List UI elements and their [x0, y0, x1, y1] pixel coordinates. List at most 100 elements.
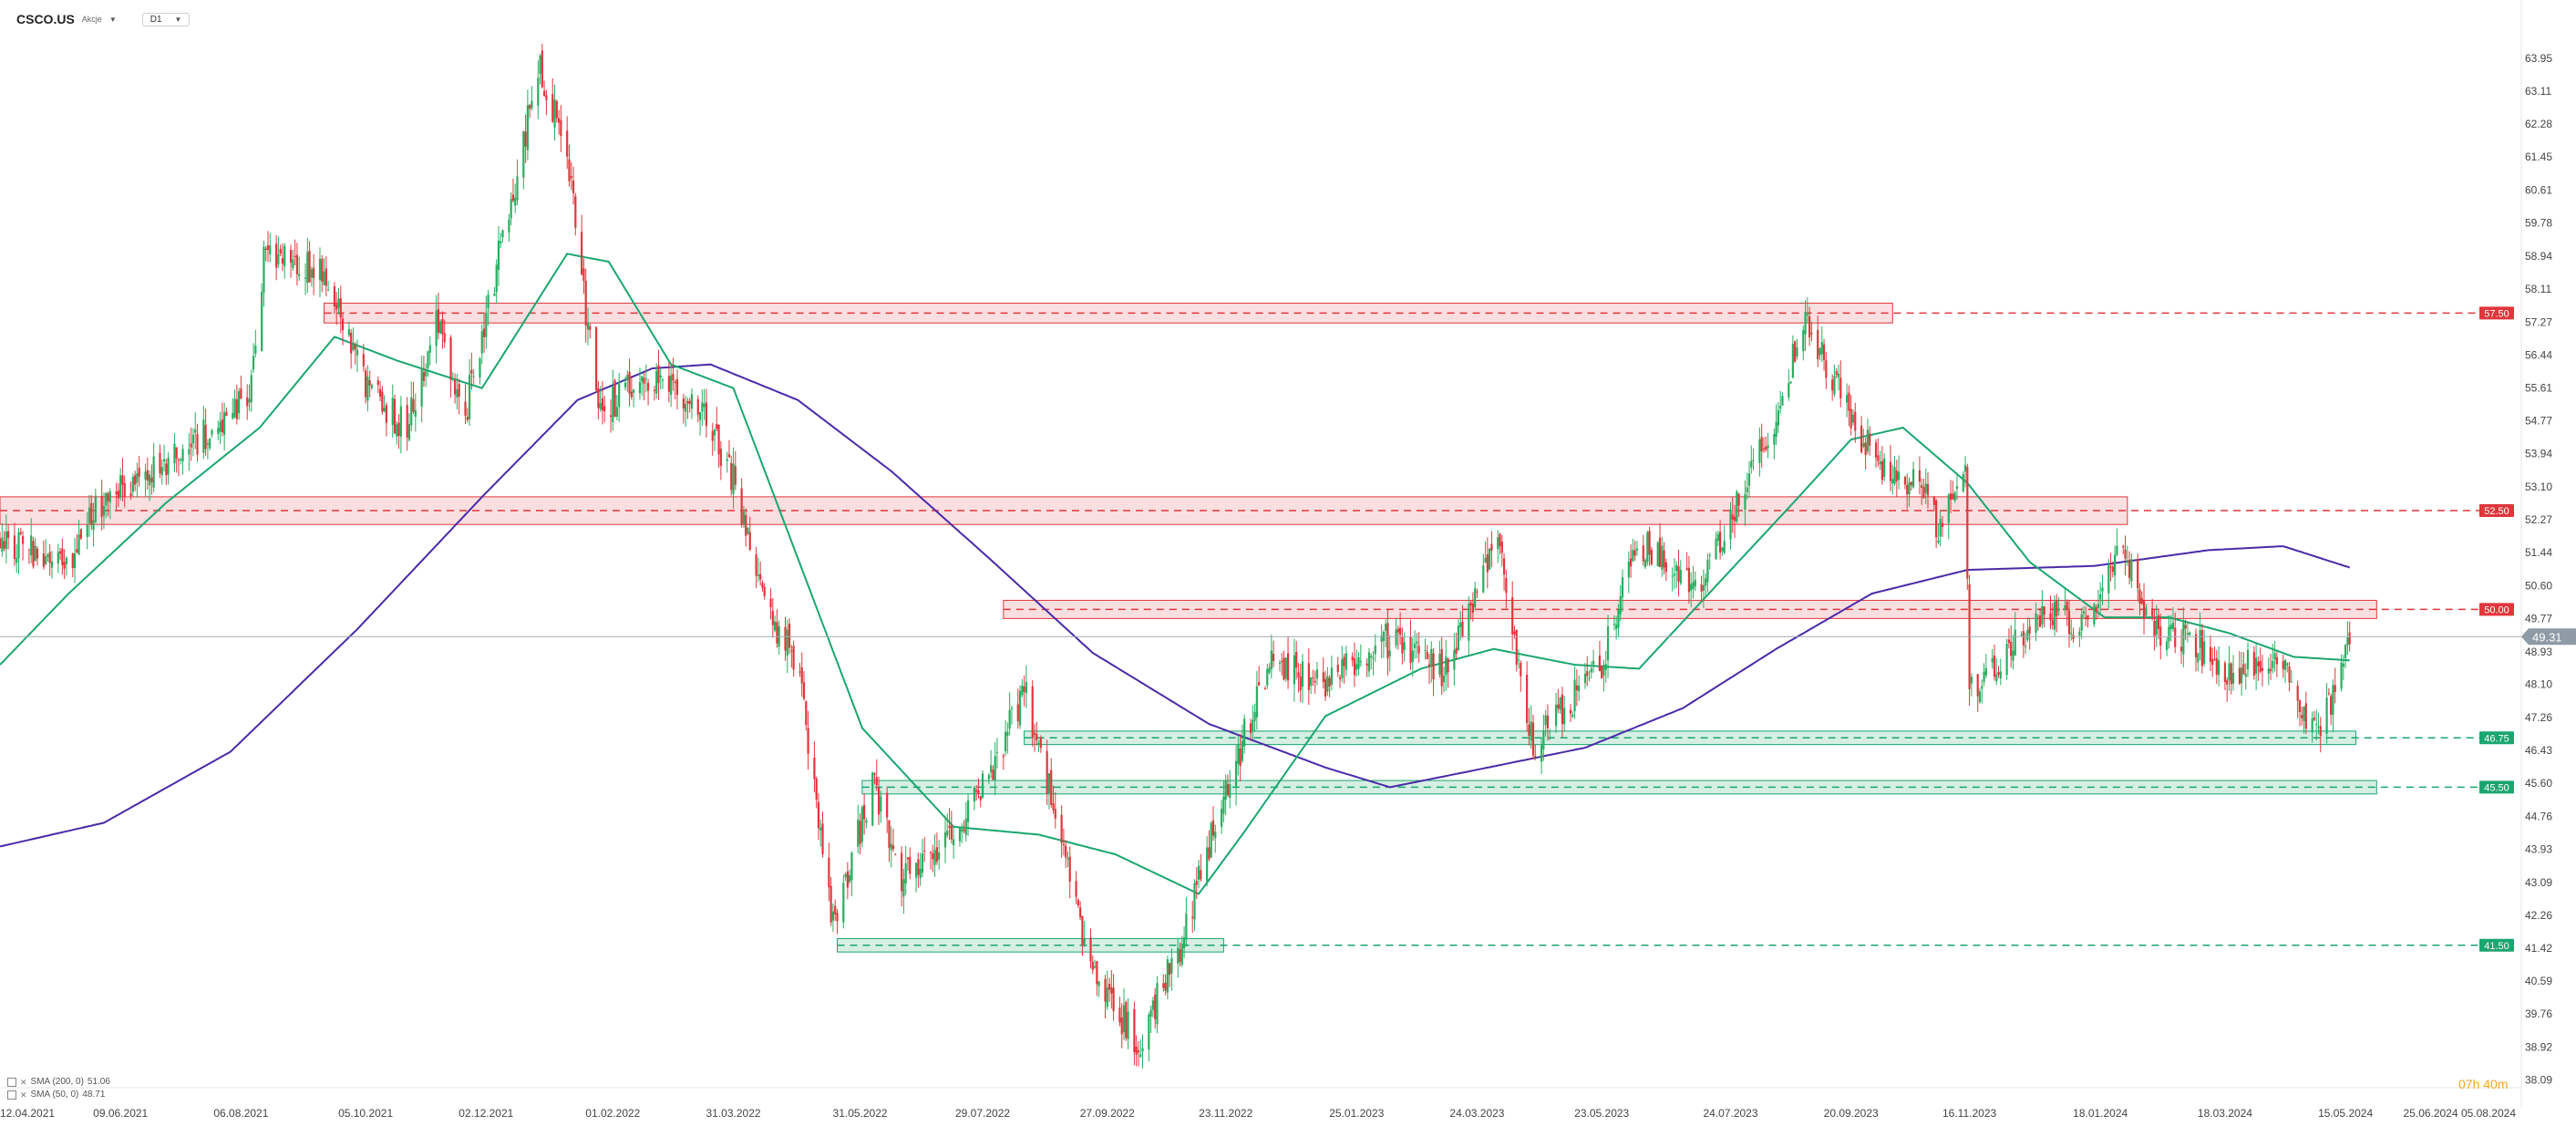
candle	[1837, 364, 1840, 391]
candle	[2166, 637, 2169, 656]
candle	[595, 326, 598, 393]
y-tick-label: 45.60	[2525, 777, 2552, 790]
time-axis[interactable]: 12.04.2021 09.06.2021 06.08.2021 05.10.2021…	[0, 1087, 2521, 1120]
candle	[690, 388, 694, 419]
candle	[1968, 574, 1971, 706]
visibility-checkbox-icon[interactable]	[7, 1078, 16, 1087]
candle	[1705, 573, 1707, 598]
candle	[674, 379, 676, 399]
candle	[646, 378, 650, 406]
candle	[30, 518, 33, 563]
candle	[1949, 480, 1953, 513]
candle	[1324, 671, 1327, 701]
candle	[152, 442, 155, 492]
svg-text:49.31: 49.31	[2532, 630, 2562, 644]
candle	[2014, 612, 2016, 656]
symbol-label[interactable]: CSCO.US	[16, 12, 75, 26]
candle	[1241, 724, 1244, 764]
candle	[859, 813, 861, 855]
remove-indicator-icon[interactable]: ✕	[20, 1090, 27, 1100]
candle	[865, 818, 868, 829]
candle	[1365, 658, 1368, 677]
candle	[15, 543, 18, 573]
candle	[2242, 652, 2245, 675]
candle	[1314, 670, 1316, 694]
candle	[1312, 669, 1314, 687]
candle	[107, 491, 109, 517]
y-tick-label: 38.09	[2525, 1074, 2552, 1087]
candle	[177, 458, 180, 477]
candle	[2169, 615, 2172, 642]
candle	[240, 375, 242, 399]
candle	[2269, 654, 2272, 680]
candle	[2116, 528, 2118, 557]
timeframe-select[interactable]: D1 ▼	[141, 12, 191, 26]
candle	[1025, 666, 1027, 708]
candle	[1266, 663, 1269, 689]
candle	[1179, 942, 1181, 967]
candle	[842, 874, 845, 929]
price-axis[interactable]: 63.95 63.11 62.28 61.45 60.61 59.78 58.94 58.11…	[2479, 0, 2576, 1108]
candle	[352, 327, 355, 352]
candle	[1471, 592, 1474, 622]
candle	[1692, 565, 1695, 599]
candle	[581, 214, 583, 276]
candle	[508, 213, 510, 243]
remove-indicator-icon[interactable]: ✕	[20, 1078, 27, 1087]
x-tick-label: 25.01.2023	[1329, 1107, 1384, 1120]
caret-down-icon[interactable]: ▼	[108, 15, 117, 24]
y-tick-label: 47.26	[2525, 711, 2552, 724]
candle	[71, 552, 74, 578]
y-tick-label: 62.28	[2525, 118, 2552, 130]
candle	[1690, 572, 1693, 608]
legend-sma-200[interactable]: ✕ SMA (200, 0) 51.06	[7, 1076, 110, 1089]
candle	[685, 396, 687, 427]
candle	[1031, 679, 1034, 747]
candle	[1952, 480, 1954, 501]
candle	[1206, 836, 1209, 887]
candle	[1310, 677, 1313, 695]
visibility-checkbox-icon[interactable]	[7, 1090, 16, 1100]
candle	[1249, 718, 1252, 741]
candle	[250, 369, 252, 412]
candle	[2330, 693, 2333, 726]
candle	[121, 458, 124, 502]
candle	[1604, 650, 1607, 684]
candle	[992, 765, 994, 780]
x-tick-label: 18.03.2024	[2198, 1107, 2252, 1120]
candle	[391, 384, 394, 438]
candle	[1442, 666, 1446, 693]
candle	[2012, 635, 2014, 670]
candle	[1253, 703, 1256, 732]
candle	[759, 561, 762, 586]
svg-text:52.50: 52.50	[2484, 506, 2509, 517]
candle	[950, 811, 953, 844]
legend-sma-50[interactable]: ✕ SMA (50, 0) 48.71	[7, 1089, 110, 1101]
candle	[682, 393, 685, 424]
candle	[909, 847, 912, 880]
candle	[633, 388, 635, 408]
candle	[834, 899, 837, 921]
candle	[1162, 974, 1165, 992]
candle	[2215, 649, 2218, 684]
candle	[1330, 656, 1334, 691]
candle	[2209, 635, 2212, 672]
candle	[1270, 635, 1273, 679]
candle	[261, 283, 263, 352]
candle	[644, 364, 647, 393]
candle	[2138, 583, 2141, 615]
candle	[2142, 583, 2146, 635]
candle	[211, 429, 213, 439]
candle	[1197, 860, 1200, 889]
candle	[846, 862, 849, 900]
candle	[2282, 655, 2284, 678]
candle	[1806, 297, 1808, 324]
y-tick-label: 39.76	[2525, 1007, 2552, 1020]
candle	[1700, 575, 1703, 603]
candle	[670, 365, 673, 408]
candle	[1424, 638, 1427, 660]
candle	[495, 259, 498, 304]
candle	[2298, 699, 2302, 727]
candle	[406, 397, 408, 451]
